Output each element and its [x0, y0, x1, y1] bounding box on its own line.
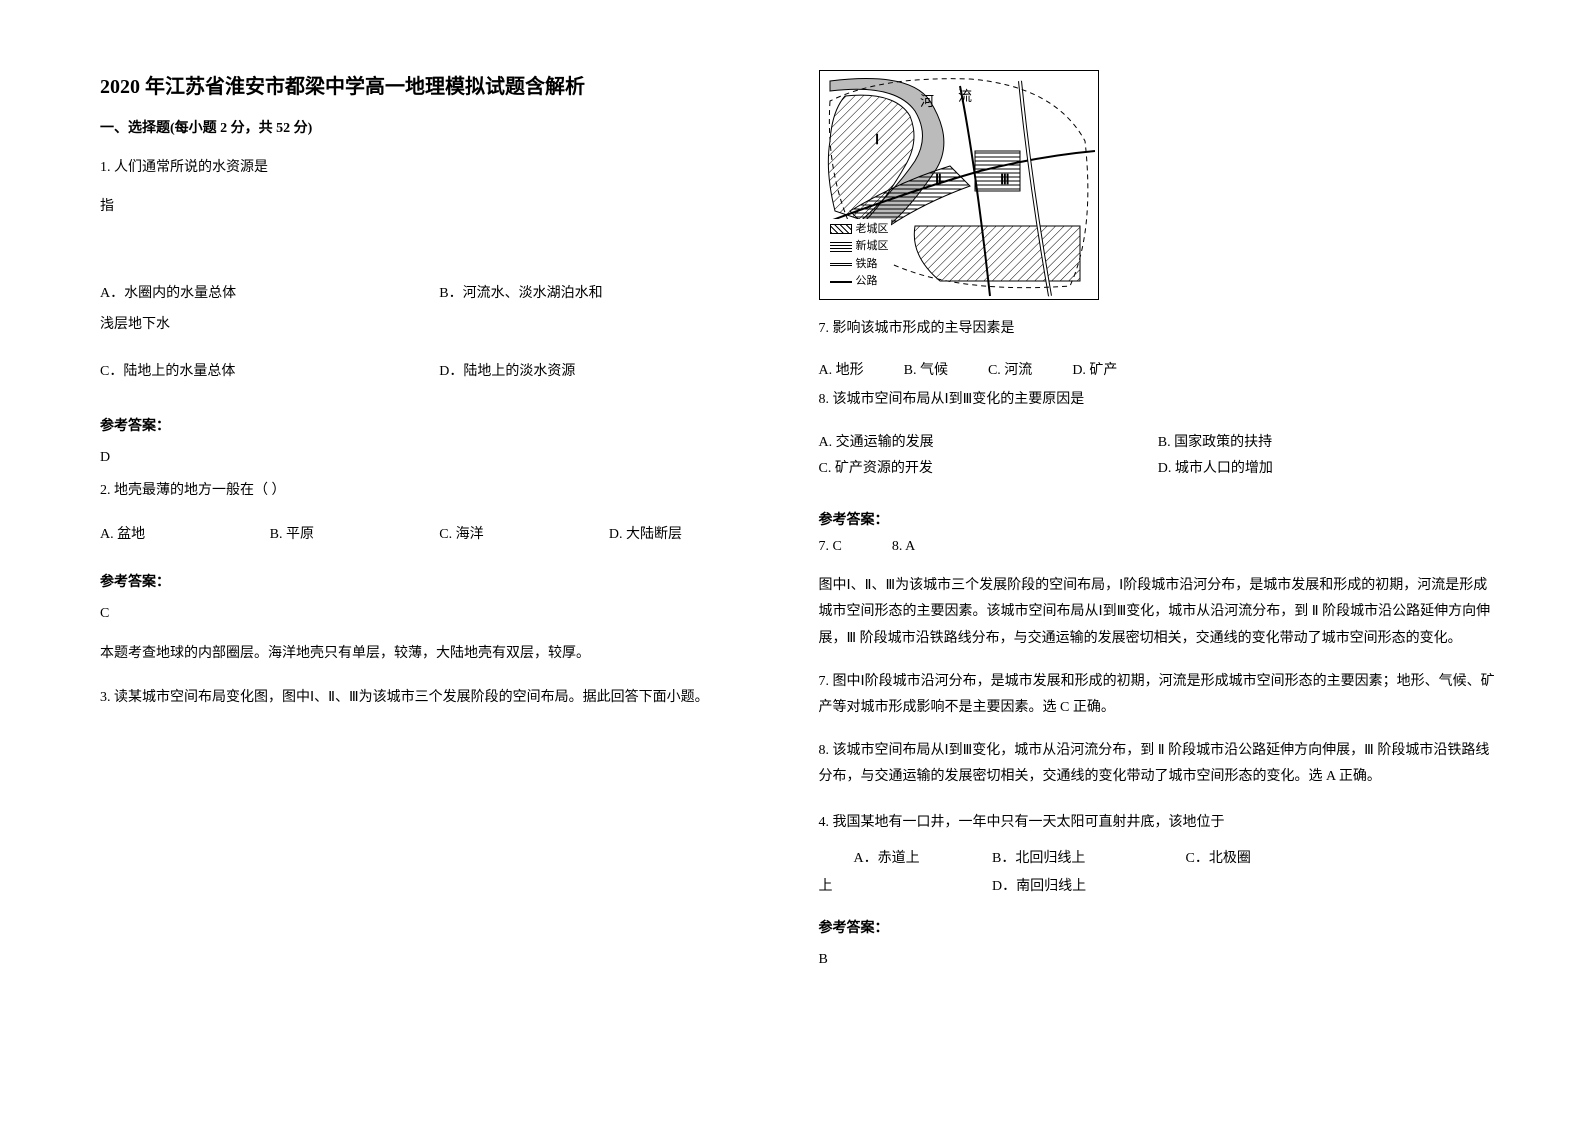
q4-opt-c: C．北极圈 — [1186, 851, 1251, 866]
q8-answer: 8. A — [892, 539, 915, 555]
legend-old-label: 老城区 — [856, 221, 889, 239]
q4-opt-c-cont: 上 — [819, 873, 989, 901]
q2-stem: 2. 地壳最薄的地方一般在（ ） — [100, 476, 779, 507]
q8-opt-c: C. 矿产资源的开发 — [819, 456, 1158, 483]
q4-answer-label: 参考答案： — [819, 917, 1498, 937]
q1-answer-label: 参考答案： — [100, 415, 779, 435]
q7-opt-b: B. 气候 — [904, 359, 948, 379]
diagram-river-label: 流 — [958, 89, 972, 105]
legend-rail-label: 铁路 — [856, 256, 878, 274]
q2-answer-label: 参考答案： — [100, 571, 779, 591]
q7-opt-c: C. 河流 — [988, 359, 1032, 379]
q8-stem: 8. 该城市空间布局从Ⅰ到Ⅲ变化的主要原因是 — [819, 385, 1498, 416]
rail-swatch-icon — [830, 263, 852, 266]
q4-stem: 4. 我国某地有一口井，一年中只有一天太阳可直射井底，该地位于 — [819, 809, 1498, 837]
q1-options-row1: A．水圈内的水量总体 B．河流水、淡水湖泊水和 — [100, 277, 779, 311]
left-column: 2020 年江苏省淮安市都梁中学高一地理模拟试题含解析 一、选择题(每小题 2 … — [100, 70, 779, 1082]
city-layout-diagram: Ⅰ Ⅱ Ⅲ 河 流 老城区 新城区 铁路 公路 — [819, 70, 1099, 300]
q1-opt-b-cont: 浅层地下水 — [100, 310, 779, 341]
q7-options: A. 地形 B. 气候 C. 河流 D. 矿产 — [819, 359, 1498, 379]
q4-answer: B — [819, 947, 1498, 972]
right-column: Ⅰ Ⅱ Ⅲ 河 流 老城区 新城区 铁路 公路 7. 影响该城市形成的主导因素是… — [819, 70, 1498, 1082]
diagram-label-2: Ⅱ — [935, 173, 942, 188]
diagram-river-char: 河 — [920, 94, 934, 110]
q4-opt-a: A．赤道上 — [819, 845, 989, 873]
lines-swatch-icon — [830, 242, 852, 252]
legend-old-city: 老城区 — [830, 221, 889, 239]
q2-opt-d: D. 大陆断层 — [609, 521, 779, 549]
hatch-swatch-icon — [830, 224, 852, 234]
legend-new-city: 新城区 — [830, 238, 889, 256]
document-title: 2020 年江苏省淮安市都梁中学高一地理模拟试题含解析 — [100, 70, 779, 99]
q8-options: A. 交通运输的发展 B. 国家政策的扶持 C. 矿产资源的开发 D. 城市人口… — [819, 430, 1498, 483]
q8-opt-b: B. 国家政策的扶持 — [1158, 430, 1497, 457]
q7-explanation: 7. 图中Ⅰ阶段城市沿河分布，是城市发展和形成的初期，河流是形成城市空间形态的主… — [819, 669, 1498, 722]
legend-road: 公路 — [830, 273, 889, 291]
road-swatch-icon — [830, 281, 852, 283]
q4-options-row2: 上 D．南回归线上 — [819, 873, 1498, 901]
q78-answers: 7. C 8. A — [819, 539, 1498, 555]
diagram-label-3: Ⅲ — [1000, 173, 1010, 188]
q1-opt-a: A．水圈内的水量总体 — [100, 277, 439, 311]
q1-opt-d: D．陆地上的淡水资源 — [439, 355, 778, 389]
q7-opt-a: A. 地形 — [819, 359, 864, 379]
legend-new-label: 新城区 — [856, 238, 889, 256]
q4-opt-b: B．北回归线上 — [992, 845, 1182, 873]
q2-opt-a: A. 盆地 — [100, 521, 270, 549]
q3-stem: 3. 读某城市空间布局变化图，图中Ⅰ、Ⅱ、Ⅲ为该城市三个发展阶段的空间布局。据此… — [100, 684, 779, 712]
q4-options-row1: A．赤道上 B．北回归线上 C．北极圈 — [819, 845, 1498, 873]
q8-opt-a: A. 交通运输的发展 — [819, 430, 1158, 457]
q1-stem-line2: 指 — [100, 192, 779, 223]
q1-options-row2: C．陆地上的水量总体 D．陆地上的淡水资源 — [100, 355, 779, 389]
q2-options: A. 盆地 B. 平原 C. 海洋 D. 大陆断层 — [100, 521, 779, 549]
q8-explanation: 8. 该城市空间布局从Ⅰ到Ⅲ变化，城市从沿河流分布，到 Ⅱ 阶段城市沿公路延伸方… — [819, 738, 1498, 791]
q1-stem-line1: 1. 人们通常所说的水资源是 — [100, 153, 779, 184]
q7-answer: 7. C — [819, 539, 842, 555]
q7-stem: 7. 影响该城市形成的主导因素是 — [819, 314, 1498, 345]
q2-opt-b: B. 平原 — [270, 521, 440, 549]
legend-road-label: 公路 — [856, 273, 878, 291]
q8-opt-d: D. 城市人口的增加 — [1158, 456, 1497, 483]
q2-explanation: 本题考查地球的内部圈层。海洋地壳只有单层，较薄，大陆地壳有双层，较厚。 — [100, 640, 779, 668]
q78-explanation-intro: 图中Ⅰ、Ⅱ、Ⅲ为该城市三个发展阶段的空间布局，Ⅰ阶段城市沿河分布，是城市发展和形… — [819, 573, 1498, 653]
q1-opt-b: B．河流水、淡水湖泊水和 — [439, 277, 778, 311]
q1-opt-c: C．陆地上的水量总体 — [100, 355, 439, 389]
q78-answer-label: 参考答案： — [819, 509, 1498, 529]
section-heading: 一、选择题(每小题 2 分，共 52 分) — [100, 117, 779, 137]
q7-opt-d: D. 矿产 — [1072, 359, 1117, 379]
q2-opt-c: C. 海洋 — [439, 521, 609, 549]
diagram-label-1: Ⅰ — [875, 133, 879, 148]
diagram-legend: 老城区 新城区 铁路 公路 — [828, 219, 891, 293]
q4-opt-d: D．南回归线上 — [992, 879, 1086, 894]
q1-answer: D — [100, 445, 779, 470]
legend-railway: 铁路 — [830, 256, 889, 274]
q2-answer: C — [100, 601, 779, 626]
